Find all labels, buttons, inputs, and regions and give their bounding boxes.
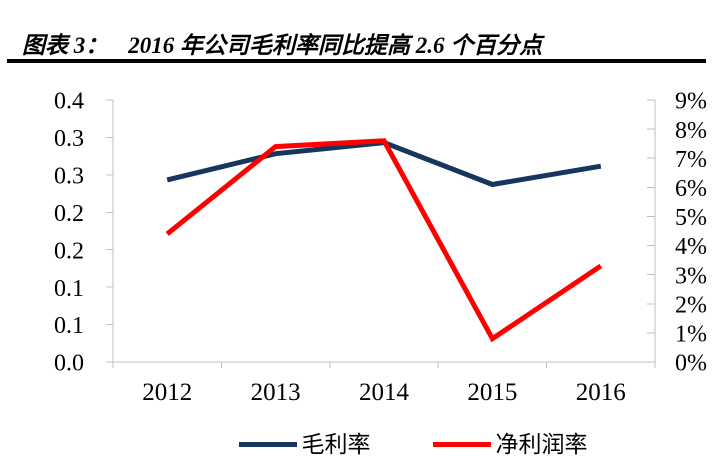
net-margin-line-swatch xyxy=(432,442,491,447)
legend-item-net-margin: 净利润率 xyxy=(432,432,588,457)
left-axis-label: 0.3 xyxy=(54,163,84,189)
x-axis-label: 2014 xyxy=(359,379,410,406)
title-rule xyxy=(7,59,706,63)
x-axis-label: 2012 xyxy=(142,379,192,406)
right-axis-label: 7% xyxy=(675,147,707,173)
left-axis-label: 0.1 xyxy=(54,313,84,339)
right-axis-label: 8% xyxy=(675,118,707,144)
right-axis-label: 0% xyxy=(675,351,707,377)
left-axis-label: 0.0 xyxy=(54,351,84,377)
left-axis-label: 0.1 xyxy=(54,276,84,302)
legend-label-net-margin: 净利润率 xyxy=(495,432,588,457)
legend-item-gross-margin: 毛利率 xyxy=(238,432,371,457)
x-axis-label: 2016 xyxy=(576,379,626,406)
gross-margin-line-swatch xyxy=(238,442,297,447)
x-axis-label: 2013 xyxy=(251,379,301,406)
chart-legend: 毛利率 净利润率 xyxy=(113,433,713,456)
right-axis-label: 6% xyxy=(675,176,707,202)
left-axis-label: 0.4 xyxy=(54,89,84,115)
right-axis-label: 5% xyxy=(675,205,707,231)
right-axis-label: 1% xyxy=(675,322,707,348)
chart-header: 图表 3： 2016 年公司毛利率同比提高 2.6 个百分点 xyxy=(22,26,542,60)
right-axis-label: 2% xyxy=(675,292,707,318)
left-axis-label: 0.3 xyxy=(54,126,84,152)
page-title: 2016 年公司毛利率同比提高 2.6 个百分点 xyxy=(128,33,543,58)
gross-margin-line xyxy=(166,140,602,188)
left-axis-label: 0.2 xyxy=(54,238,84,264)
right-axis-label: 3% xyxy=(675,263,707,289)
x-axis-label: 2015 xyxy=(467,379,517,406)
chart-number-label: 图表 3： xyxy=(22,33,109,58)
right-axis-label: 9% xyxy=(675,89,707,115)
left-axis-label: 0.2 xyxy=(54,201,84,227)
net-margin-line xyxy=(165,138,603,343)
right-axis-label: 4% xyxy=(675,234,707,260)
legend-label-gross-margin: 毛利率 xyxy=(301,432,371,457)
